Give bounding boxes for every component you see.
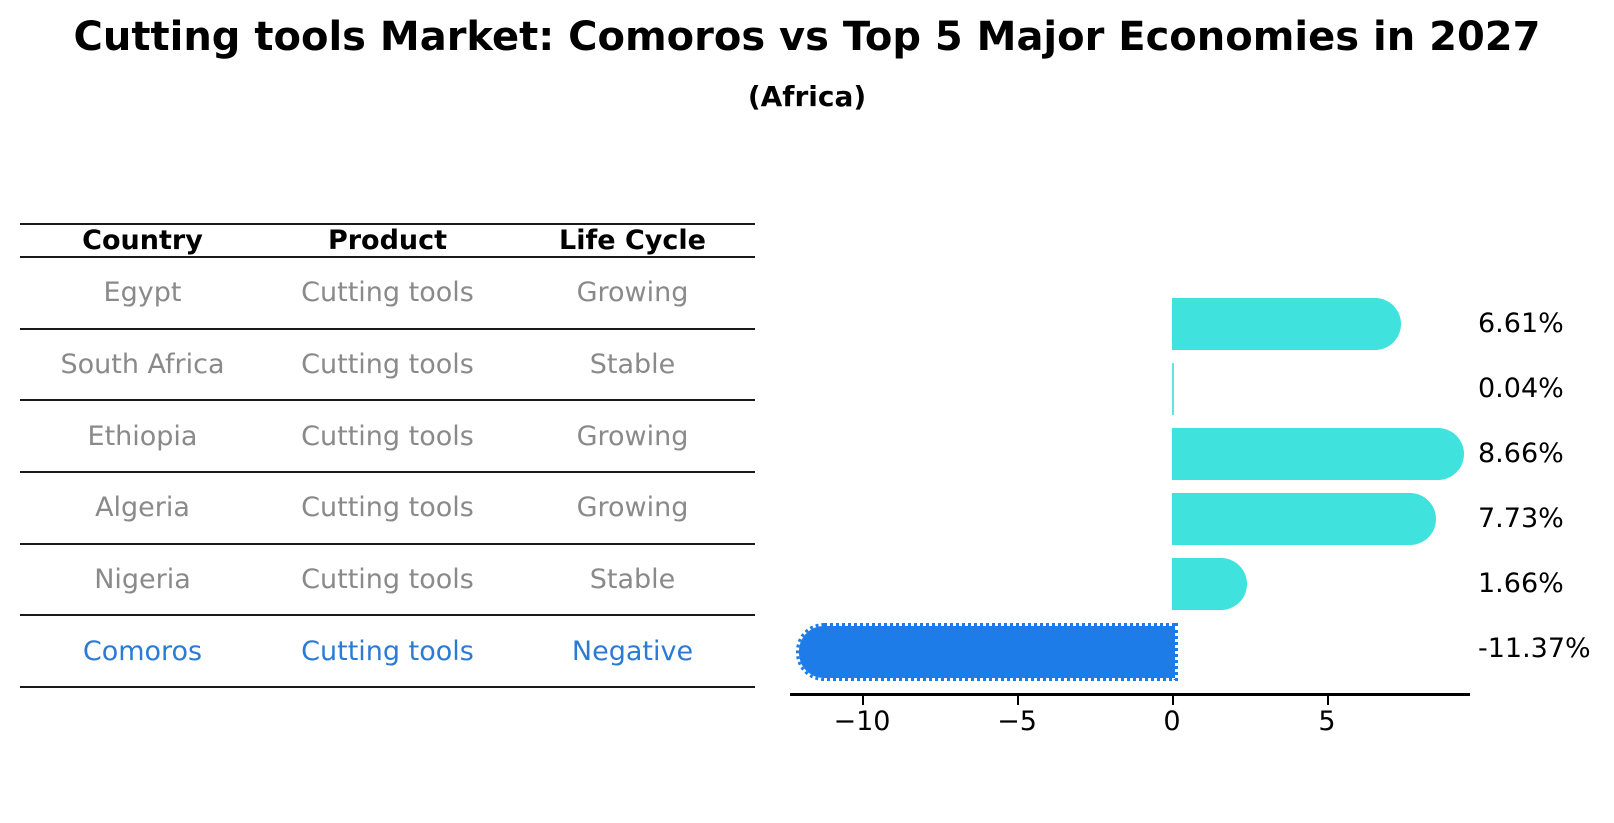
table-row-egypt: Egypt Cutting tools Growing bbox=[20, 257, 755, 329]
x-axis-tick--5 bbox=[1017, 695, 1019, 705]
value-label-ethiopia: 8.66% bbox=[1478, 438, 1564, 469]
country-cell: Egypt bbox=[103, 277, 182, 309]
column-header-product: Product bbox=[327, 225, 448, 256]
table-row-ethiopia: Ethiopia Cutting tools Growing bbox=[20, 400, 755, 472]
life-cycle-cell: Growing bbox=[576, 492, 689, 524]
value-label-comoros: -11.37% bbox=[1478, 633, 1591, 664]
table-row-nigeria: Nigeria Cutting tools Stable bbox=[20, 543, 755, 616]
x-axis-tick-label-5: 5 bbox=[1318, 706, 1336, 737]
bar-egypt bbox=[1172, 298, 1401, 350]
column-header-life-cycle: Life Cycle bbox=[559, 225, 706, 256]
product-cell: Cutting tools bbox=[301, 492, 474, 524]
product-cell: Cutting tools bbox=[301, 277, 474, 309]
bar-south-africa bbox=[1172, 363, 1174, 415]
product-cell: Cutting tools bbox=[301, 348, 474, 380]
value-label-algeria: 7.73% bbox=[1478, 503, 1564, 534]
product-cell: Cutting tools bbox=[301, 563, 474, 595]
x-axis-tick-label--10: −10 bbox=[833, 706, 891, 737]
table-row-south-africa: South Africa Cutting tools Stable bbox=[20, 328, 755, 401]
chart-title: Cutting tools Market: Comoros vs Top 5 M… bbox=[73, 14, 1541, 60]
column-header-country: Country bbox=[82, 225, 203, 256]
x-axis-line bbox=[790, 693, 1470, 696]
life-cycle-cell: Growing bbox=[576, 420, 689, 452]
x-axis-tick-5 bbox=[1327, 695, 1329, 705]
x-axis-tick-label--5: −5 bbox=[997, 706, 1037, 737]
chart-subtitle: (Africa) bbox=[747, 80, 867, 113]
product-cell: Cutting tools bbox=[301, 420, 474, 452]
value-label-nigeria: 1.66% bbox=[1478, 568, 1564, 599]
country-cell: Ethiopia bbox=[87, 420, 198, 452]
x-axis-tick--10 bbox=[862, 695, 864, 705]
bar-ethiopia bbox=[1172, 428, 1465, 480]
life-cycle-cell: Growing bbox=[576, 277, 689, 309]
table-row-algeria: Algeria Cutting tools Growing bbox=[20, 471, 755, 544]
bar-algeria bbox=[1172, 493, 1436, 545]
country-cell: Algeria bbox=[95, 492, 190, 524]
country-cell: Nigeria bbox=[94, 563, 191, 595]
country-table: Country Product Life Cycle Egypt Cutting … bbox=[20, 223, 755, 688]
x-axis-tick-0 bbox=[1172, 695, 1174, 705]
table-row-comoros: Comoros Cutting tools Negative bbox=[20, 615, 755, 687]
country-cell: South Africa bbox=[60, 348, 225, 380]
bar-comoros bbox=[795, 623, 1178, 681]
country-cell: Comoros bbox=[82, 635, 203, 667]
bar-nigeria bbox=[1172, 558, 1248, 610]
life-cycle-cell: Negative bbox=[571, 635, 694, 667]
life-cycle-cell: Stable bbox=[589, 563, 676, 595]
x-axis-tick-label-0: 0 bbox=[1163, 706, 1181, 737]
life-cycle-cell: Stable bbox=[589, 348, 676, 380]
table-header-row: Country Product Life Cycle bbox=[20, 224, 755, 257]
value-label-egypt: 6.61% bbox=[1478, 308, 1564, 339]
value-label-south-africa: 0.04% bbox=[1478, 373, 1564, 404]
product-cell: Cutting tools bbox=[301, 635, 474, 667]
